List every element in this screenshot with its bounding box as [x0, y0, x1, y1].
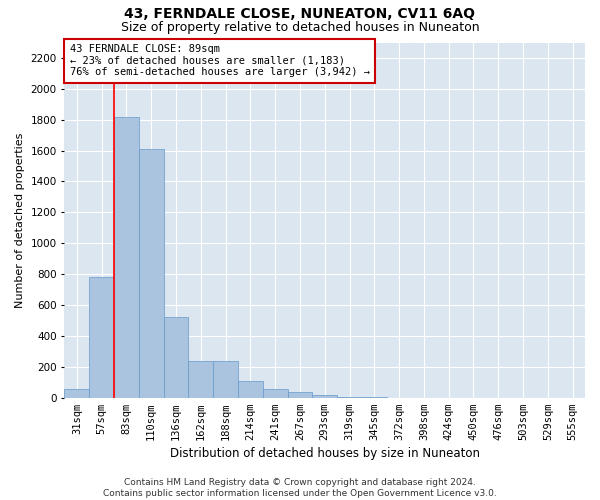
- Y-axis label: Number of detached properties: Number of detached properties: [15, 132, 25, 308]
- Text: 43, FERNDALE CLOSE, NUNEATON, CV11 6AQ: 43, FERNDALE CLOSE, NUNEATON, CV11 6AQ: [125, 8, 476, 22]
- Bar: [313, 394, 337, 398]
- Bar: [188, 360, 213, 398]
- Text: 43 FERNDALE CLOSE: 89sqm
← 23% of detached houses are smaller (1,183)
76% of sem: 43 FERNDALE CLOSE: 89sqm ← 23% of detach…: [70, 44, 370, 78]
- Bar: [164, 318, 188, 398]
- Bar: [287, 392, 313, 398]
- Bar: [114, 116, 139, 398]
- Bar: [238, 382, 263, 398]
- Text: Contains HM Land Registry data © Crown copyright and database right 2024.
Contai: Contains HM Land Registry data © Crown c…: [103, 478, 497, 498]
- Bar: [139, 149, 164, 398]
- Bar: [263, 389, 287, 398]
- X-axis label: Distribution of detached houses by size in Nuneaton: Distribution of detached houses by size …: [170, 447, 480, 460]
- Bar: [337, 397, 362, 398]
- Bar: [64, 389, 89, 398]
- Bar: [213, 360, 238, 398]
- Bar: [89, 277, 114, 398]
- Text: Size of property relative to detached houses in Nuneaton: Size of property relative to detached ho…: [121, 21, 479, 34]
